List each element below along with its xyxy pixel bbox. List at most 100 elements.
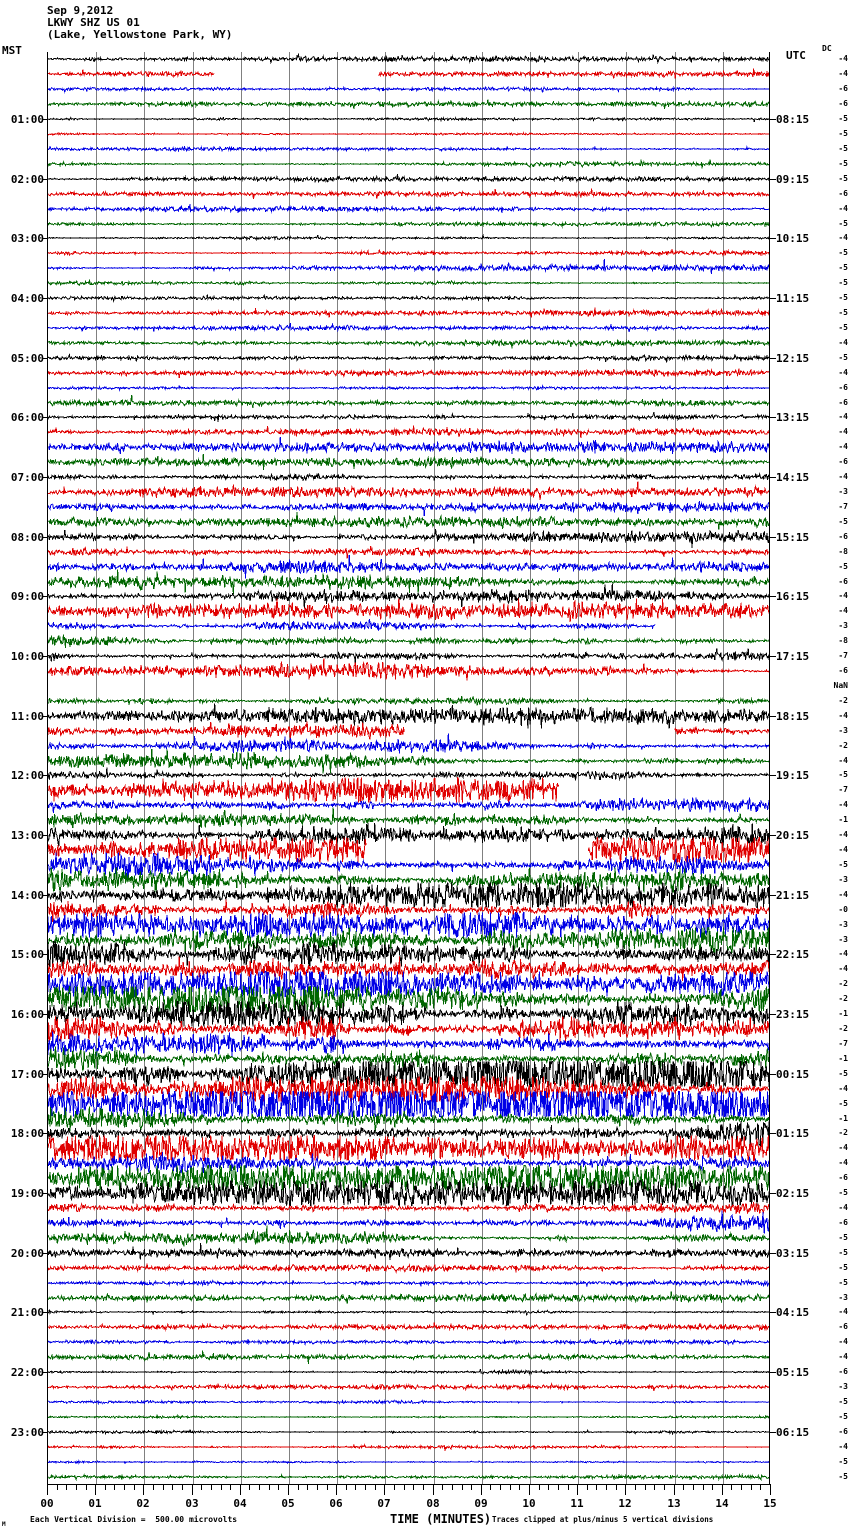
trace-row bbox=[48, 181, 769, 207]
x-tick-minor bbox=[741, 1484, 742, 1490]
trace-row bbox=[48, 136, 769, 162]
hour-label-mst: 08:00 bbox=[10, 530, 44, 544]
hour-label-mst: 18:00 bbox=[10, 1127, 44, 1141]
hour-label-mst: 09:00 bbox=[10, 590, 44, 604]
x-tick-minor bbox=[462, 1484, 463, 1490]
grid-line-minute-14 bbox=[723, 52, 724, 1484]
trace-row bbox=[48, 524, 769, 550]
dc-value: -2 bbox=[838, 994, 848, 1004]
trace-row bbox=[48, 345, 769, 371]
x-tick-minor bbox=[124, 1484, 125, 1490]
seismic-traces bbox=[48, 52, 769, 1484]
trace-row bbox=[48, 598, 769, 624]
hour-tick-right bbox=[770, 417, 776, 418]
dc-value: -1 bbox=[838, 1053, 848, 1063]
trace-row bbox=[48, 1389, 769, 1415]
x-tick-minor bbox=[587, 1484, 588, 1490]
trace-row bbox=[48, 986, 769, 1013]
grid-line-minute-12 bbox=[626, 52, 627, 1484]
grid-line-minute-10 bbox=[530, 52, 531, 1484]
hour-tick-right bbox=[770, 537, 776, 538]
dc-value: -5 bbox=[838, 143, 848, 153]
trace-row bbox=[48, 196, 769, 222]
hour-tick-right bbox=[770, 835, 776, 836]
trace-row bbox=[48, 1314, 769, 1340]
hour-label-mst: 06:00 bbox=[10, 411, 44, 425]
dc-value: -4 bbox=[838, 203, 848, 213]
footer-scale-note: Each Vertical Division = 500.00 microvol… bbox=[30, 1515, 238, 1524]
x-tick-minor bbox=[105, 1484, 106, 1490]
hour-label-utc: 21:15 bbox=[776, 888, 810, 902]
dc-value: -5 bbox=[838, 308, 848, 318]
trace-row bbox=[48, 941, 769, 968]
x-tick-minor bbox=[86, 1484, 87, 1490]
hour-tick-left bbox=[42, 1312, 48, 1313]
x-tick-minor bbox=[57, 1484, 58, 1490]
x-tick-minor bbox=[365, 1484, 366, 1490]
header-station: LKWY SHZ US 01 bbox=[47, 16, 140, 29]
hour-label-utc: 04:15 bbox=[776, 1306, 810, 1320]
x-tick-minor bbox=[114, 1484, 115, 1490]
hour-label-mst: 01:00 bbox=[10, 113, 44, 127]
dc-value: -5 bbox=[838, 278, 848, 288]
x-tick-major bbox=[240, 1484, 241, 1495]
hour-label-mst: 21:00 bbox=[10, 1306, 44, 1320]
x-tick-minor bbox=[249, 1484, 250, 1490]
dc-value: -4 bbox=[838, 1143, 848, 1153]
x-tick-major bbox=[95, 1484, 96, 1495]
trace-row bbox=[48, 822, 769, 848]
x-tick-minor bbox=[153, 1484, 154, 1490]
trace-row bbox=[48, 1344, 769, 1370]
hour-tick-left bbox=[42, 895, 48, 896]
x-tick-minor bbox=[606, 1484, 607, 1490]
dc-value: -7 bbox=[838, 785, 848, 795]
trace-row bbox=[48, 1090, 769, 1117]
trace-row bbox=[48, 61, 769, 87]
dc-value: -6 bbox=[838, 1367, 848, 1377]
hour-tick-left bbox=[42, 1372, 48, 1373]
dc-value: -5 bbox=[838, 516, 848, 526]
hour-tick-right bbox=[770, 1432, 776, 1433]
axis-caption-utc: UTC bbox=[786, 49, 806, 62]
grid-lines bbox=[48, 52, 769, 1484]
trace-row bbox=[48, 225, 769, 251]
grid-line-minute-6 bbox=[337, 52, 338, 1484]
x-axis-tick-label: 12 bbox=[618, 1497, 632, 1510]
hour-label-mst: 20:00 bbox=[10, 1246, 44, 1260]
trace-row bbox=[48, 897, 769, 923]
dc-value: -4 bbox=[838, 889, 848, 899]
x-tick-major bbox=[336, 1484, 337, 1495]
axis-caption-dc: DC bbox=[822, 44, 832, 53]
dc-value: -6 bbox=[838, 1322, 848, 1332]
grid-line-minute-2 bbox=[144, 52, 145, 1484]
trace-row bbox=[48, 494, 769, 520]
dc-value: -4 bbox=[838, 442, 848, 452]
hour-label-utc: 13:15 bbox=[776, 411, 810, 425]
hour-tick-right bbox=[770, 954, 776, 955]
helicorder-plot[interactable] bbox=[47, 52, 770, 1484]
dc-value: -4 bbox=[838, 964, 848, 974]
trace-row bbox=[48, 956, 769, 982]
x-tick-major bbox=[47, 1484, 48, 1495]
trace-row bbox=[48, 464, 769, 490]
dc-value: -4 bbox=[838, 1441, 848, 1451]
trace-row bbox=[48, 315, 769, 341]
dc-value: -4 bbox=[838, 949, 848, 959]
x-tick-minor bbox=[760, 1484, 761, 1490]
hour-tick-left bbox=[42, 1432, 48, 1433]
dc-value: -5 bbox=[838, 1247, 848, 1257]
x-tick-minor bbox=[66, 1484, 67, 1490]
trace-row bbox=[48, 852, 769, 878]
trace-row bbox=[48, 1404, 769, 1430]
dc-value: -5 bbox=[838, 1456, 848, 1466]
x-tick-minor bbox=[355, 1484, 356, 1490]
trace-row bbox=[48, 270, 769, 296]
dc-value: -6 bbox=[838, 576, 848, 586]
x-axis-tick-label: 14 bbox=[715, 1497, 729, 1510]
hour-label-mst: 23:00 bbox=[10, 1425, 44, 1439]
hour-tick-left bbox=[42, 179, 48, 180]
trace-row bbox=[48, 330, 769, 356]
grid-line-minute-9 bbox=[482, 52, 483, 1484]
trace-row bbox=[48, 1374, 769, 1400]
x-tick-minor bbox=[230, 1484, 231, 1490]
